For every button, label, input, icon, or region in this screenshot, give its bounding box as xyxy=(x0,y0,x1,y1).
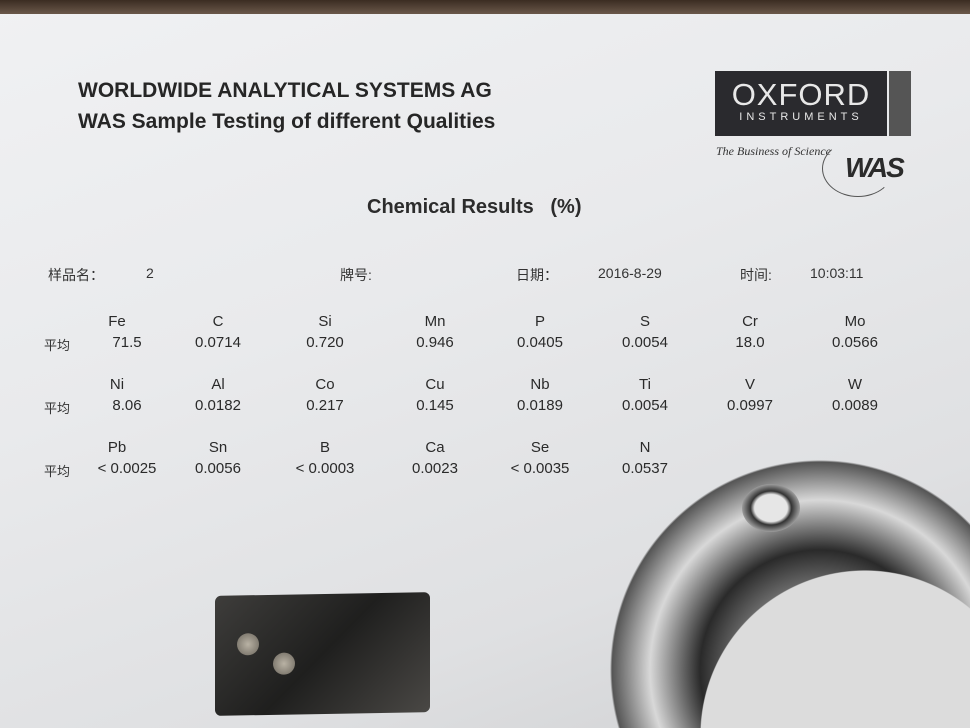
element-symbol: Nb xyxy=(530,376,550,393)
flange-bolt-hole xyxy=(742,484,800,532)
element-value: 0.0056 xyxy=(195,460,241,477)
element-value: < 0.0025 xyxy=(97,460,157,477)
element-symbol: Mo xyxy=(844,313,866,330)
element-value: < 0.0003 xyxy=(295,460,355,477)
element-symbol: Cu xyxy=(425,376,445,393)
element-value: 0.0089 xyxy=(832,397,878,414)
average-label: 平均 xyxy=(44,464,71,479)
sample-name-value: 2 xyxy=(146,265,154,281)
element-symbol: V xyxy=(744,376,755,393)
element-symbol: Cr xyxy=(742,313,758,330)
was-logo-arc xyxy=(822,140,894,197)
element-value: 0.0997 xyxy=(727,397,773,414)
element-symbol: Ca xyxy=(425,439,445,456)
element-symbol: Sn xyxy=(208,439,228,456)
element-value: 0.0054 xyxy=(622,397,668,414)
logo-side-bar xyxy=(889,71,911,136)
element-value: < 0.0035 xyxy=(510,460,570,477)
element-symbol: N xyxy=(639,439,651,456)
time-value: 10:03:11 xyxy=(810,265,864,281)
element-symbol: Se xyxy=(530,439,550,456)
test-spot xyxy=(237,633,259,656)
element-symbol: Fe xyxy=(108,313,126,330)
sample-name-label: 样品名： xyxy=(48,267,104,283)
test-spot xyxy=(273,652,295,675)
element-value: 0.0714 xyxy=(195,334,241,351)
time-label: 时间: xyxy=(740,267,772,283)
document-subtitle: WAS Sample Testing of different Qualitie… xyxy=(78,110,496,133)
element-value: 0.217 xyxy=(306,397,344,414)
company-name: WORLDWIDE ANALYTICAL SYSTEMS AG xyxy=(78,79,492,102)
element-symbol: P xyxy=(534,313,545,330)
element-symbol: Mn xyxy=(424,313,446,330)
element-value: 0.720 xyxy=(306,334,344,351)
average-label: 平均 xyxy=(44,338,71,353)
oxford-instruments-logo: OXFORD INSTRUMENTS xyxy=(715,71,887,136)
element-symbol: C xyxy=(212,313,224,330)
element-symbol: W xyxy=(847,376,863,393)
grade-label: 牌号: xyxy=(340,267,372,283)
element-symbol: Al xyxy=(211,376,225,393)
element-value: 8.06 xyxy=(112,397,142,414)
element-symbol: Pb xyxy=(107,439,127,456)
element-symbol: B xyxy=(319,439,330,456)
date-label: 日期： xyxy=(516,267,558,283)
element-value: 0.0189 xyxy=(517,397,563,414)
element-symbol: Ni xyxy=(109,376,125,393)
element-symbol: Si xyxy=(318,313,332,330)
logo-tagline: The Business of Science xyxy=(716,144,831,158)
average-label: 平均 xyxy=(44,401,71,416)
element-value: 0.145 xyxy=(416,397,454,414)
element-value: 18.0 xyxy=(735,334,765,351)
element-value: 0.0566 xyxy=(832,334,878,351)
element-value: 0.0182 xyxy=(195,397,241,414)
element-symbol: Ti xyxy=(639,376,651,393)
element-symbol: Co xyxy=(315,376,335,393)
date-value: 2016-8-29 xyxy=(598,265,662,281)
table-edge xyxy=(0,0,970,14)
element-value: 0.0054 xyxy=(622,334,668,351)
element-value: 0.0023 xyxy=(412,460,458,477)
results-heading: Chemical Results (%) xyxy=(367,196,582,218)
element-value: 71.5 xyxy=(112,334,142,351)
element-value: 0.0405 xyxy=(517,334,563,351)
metal-sample xyxy=(215,592,430,716)
element-value: 0.946 xyxy=(416,334,454,351)
was-logo: WAS xyxy=(845,152,905,183)
element-symbol: S xyxy=(639,313,650,330)
